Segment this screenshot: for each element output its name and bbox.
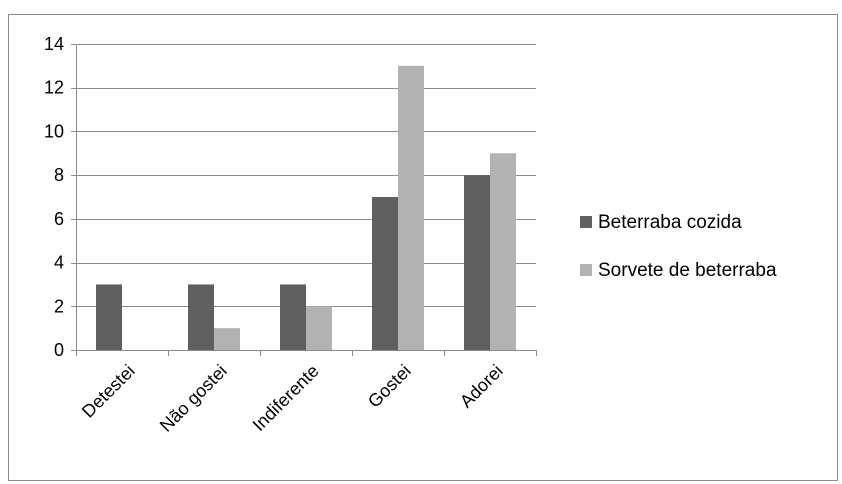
- bar-sorvete-de-beterraba: [306, 306, 332, 350]
- x-tick-label: Não gostei: [156, 361, 231, 436]
- x-tick-label: Adorei: [456, 361, 507, 412]
- bar-beterraba-cozida: [188, 284, 214, 350]
- bar-beterraba-cozida: [464, 175, 490, 350]
- bar-sorvete-de-beterraba: [214, 328, 240, 350]
- legend-label: Beterraba cozida: [598, 212, 742, 233]
- bar-beterraba-cozida: [372, 197, 398, 350]
- plot-area: 0 2 4 6 8 10 12 14 Detestei Não gostei Indiferente…: [44, 34, 537, 436]
- bar-sorvete-de-beterraba: [490, 153, 516, 350]
- y-tick-label: 2: [54, 296, 64, 316]
- y-tick-label: 0: [54, 340, 64, 360]
- y-tick-label: 12: [44, 78, 64, 98]
- legend-label: Sorvete de beterraba: [598, 260, 777, 281]
- x-tick-label: Detestei: [78, 361, 139, 422]
- legend-swatch: [580, 264, 592, 276]
- y-tick-label: 10: [44, 121, 64, 141]
- legend: Beterraba cozida Sorvete de beterraba: [580, 212, 777, 281]
- bar-sorvete-de-beterraba: [398, 65, 424, 350]
- y-tick-label: 4: [54, 253, 64, 273]
- chart-border: [8, 14, 838, 481]
- y-tick-label: 14: [44, 34, 64, 54]
- bar-beterraba-cozida: [96, 284, 122, 350]
- y-tick-label: 8: [54, 165, 64, 185]
- y-tick-label: 6: [54, 209, 64, 229]
- bar-beterraba-cozida: [280, 284, 306, 350]
- legend-swatch: [580, 216, 592, 228]
- x-tick-label: Indiferente: [249, 361, 323, 435]
- x-tick-label: Gostei: [364, 361, 415, 412]
